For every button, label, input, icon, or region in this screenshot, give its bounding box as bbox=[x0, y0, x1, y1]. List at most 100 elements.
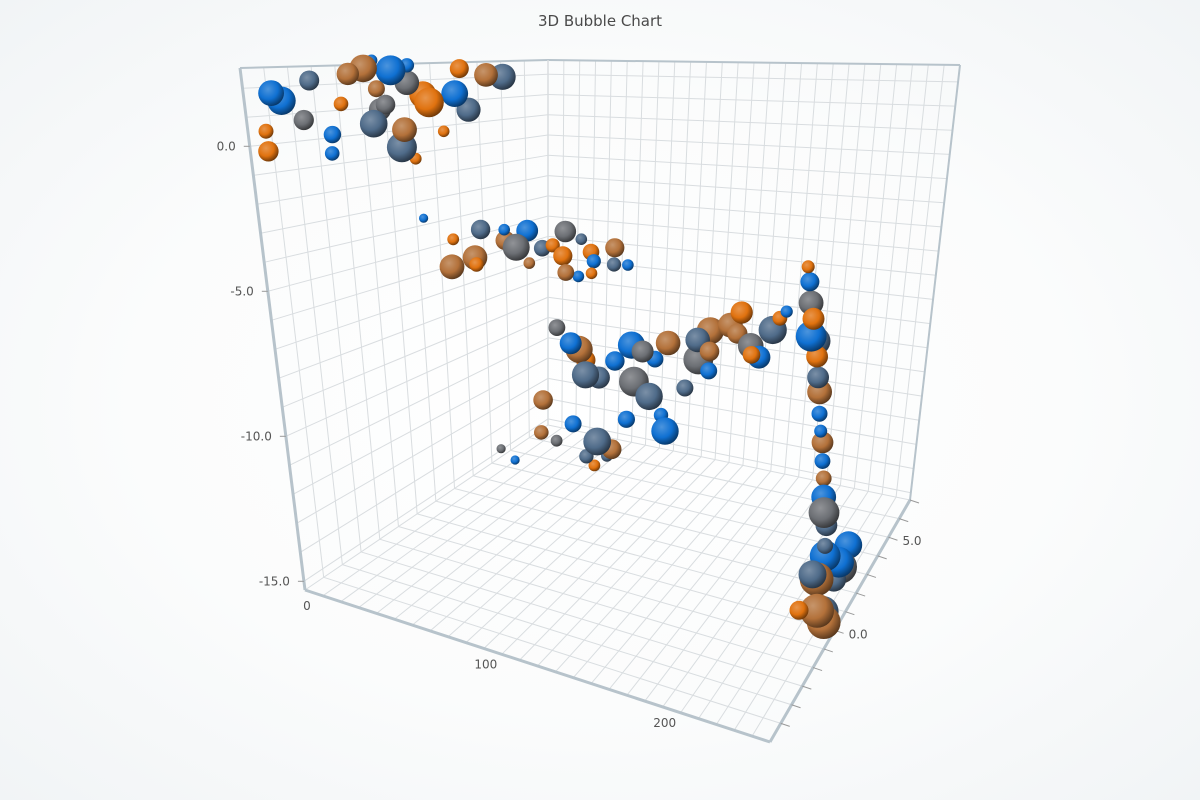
bubble[interactable] bbox=[324, 146, 340, 161]
bubble[interactable] bbox=[583, 427, 612, 456]
bubble[interactable] bbox=[419, 213, 429, 223]
bubble[interactable] bbox=[258, 80, 284, 106]
bubble[interactable] bbox=[510, 455, 520, 465]
bubble[interactable] bbox=[676, 379, 694, 397]
bubble[interactable] bbox=[699, 341, 720, 362]
floor-grid-line bbox=[379, 538, 814, 669]
floor-grid-line bbox=[537, 462, 730, 667]
bubble[interactable] bbox=[258, 123, 274, 139]
bubble[interactable] bbox=[293, 109, 314, 131]
bubble[interactable] bbox=[795, 320, 827, 352]
bubble[interactable] bbox=[557, 264, 575, 281]
bubble[interactable] bbox=[336, 62, 359, 86]
bubble[interactable] bbox=[550, 434, 563, 447]
bubble[interactable] bbox=[814, 424, 828, 438]
bubble[interactable] bbox=[655, 330, 681, 356]
bubble[interactable] bbox=[817, 537, 833, 554]
x-tick-label: 100 bbox=[474, 657, 497, 671]
bubble[interactable] bbox=[605, 351, 625, 371]
bubble[interactable] bbox=[545, 238, 560, 253]
bubble[interactable] bbox=[789, 600, 809, 620]
bubble[interactable] bbox=[441, 80, 469, 107]
y-tick-label: 0.0 bbox=[217, 139, 236, 153]
back-wall-grid-line bbox=[756, 62, 787, 469]
bubble[interactable] bbox=[323, 125, 342, 144]
bubble[interactable] bbox=[333, 96, 349, 112]
bubble[interactable] bbox=[470, 219, 491, 240]
bubble[interactable] bbox=[523, 257, 536, 269]
bubble[interactable] bbox=[437, 125, 450, 138]
bubble[interactable] bbox=[780, 305, 793, 318]
bubble[interactable] bbox=[651, 417, 679, 445]
back-wall-grid-line bbox=[547, 134, 950, 155]
z-tick-mark bbox=[855, 592, 866, 597]
bubble[interactable] bbox=[449, 59, 469, 79]
back-wall-grid-line bbox=[728, 62, 755, 463]
z-tick-mark bbox=[802, 685, 812, 690]
bubble[interactable] bbox=[807, 366, 829, 389]
bubble[interactable] bbox=[802, 307, 825, 330]
bubble[interactable] bbox=[808, 497, 840, 528]
back-wall-grid-line bbox=[547, 175, 945, 204]
bubble[interactable] bbox=[572, 270, 585, 283]
back-wall-grid-line bbox=[700, 62, 723, 457]
left-wall-grid-line bbox=[256, 154, 549, 205]
bubble[interactable] bbox=[606, 257, 622, 272]
bubble[interactable] bbox=[586, 254, 601, 269]
bubble[interactable] bbox=[631, 340, 654, 363]
bubble[interactable] bbox=[375, 55, 406, 86]
bubble[interactable] bbox=[811, 405, 828, 422]
bubble[interactable] bbox=[474, 63, 498, 87]
back-wall-grid-line bbox=[547, 215, 939, 252]
bubble[interactable] bbox=[534, 425, 549, 440]
bubble[interactable] bbox=[585, 267, 598, 280]
bubble[interactable] bbox=[367, 80, 385, 98]
bubble[interactable] bbox=[622, 259, 634, 271]
bubble[interactable] bbox=[533, 390, 553, 410]
z-tick-mark bbox=[888, 536, 898, 541]
bubble[interactable] bbox=[801, 260, 815, 274]
bubble[interactable] bbox=[554, 220, 577, 243]
bubble[interactable] bbox=[635, 382, 663, 411]
bubble[interactable] bbox=[392, 117, 417, 142]
floor-grid-line bbox=[340, 430, 577, 603]
bubble[interactable] bbox=[375, 94, 396, 115]
back-wall-grid-line bbox=[547, 317, 925, 373]
z-tick-mark bbox=[812, 667, 823, 672]
bubble[interactable] bbox=[258, 141, 279, 162]
bubble[interactable] bbox=[498, 223, 511, 236]
bubble[interactable] bbox=[564, 415, 582, 433]
bubble[interactable] bbox=[814, 453, 831, 469]
bubble[interactable] bbox=[447, 233, 460, 246]
bubble[interactable] bbox=[502, 233, 530, 261]
left-wall-grid-line bbox=[264, 195, 549, 263]
bubble[interactable] bbox=[811, 431, 834, 454]
back-wall-grid-line bbox=[547, 154, 947, 180]
bubble[interactable] bbox=[414, 87, 444, 118]
bubble[interactable] bbox=[605, 238, 625, 258]
bubble[interactable] bbox=[359, 109, 388, 138]
bubble[interactable] bbox=[559, 332, 582, 355]
bubble[interactable] bbox=[730, 301, 753, 324]
bubble[interactable] bbox=[815, 470, 832, 487]
left-wall-grid-line bbox=[271, 235, 549, 321]
bubble[interactable] bbox=[700, 362, 718, 380]
bubble[interactable] bbox=[299, 70, 320, 91]
bubble[interactable] bbox=[553, 246, 573, 266]
bubble[interactable] bbox=[439, 254, 465, 280]
bubble[interactable] bbox=[800, 272, 820, 292]
z-tick-mark bbox=[823, 648, 834, 653]
bubble[interactable] bbox=[800, 593, 834, 628]
bubble[interactable] bbox=[571, 361, 600, 389]
floor-grid-line bbox=[465, 450, 674, 643]
bubble[interactable] bbox=[496, 444, 506, 454]
bubble[interactable] bbox=[588, 459, 601, 472]
bubble[interactable] bbox=[742, 346, 761, 364]
bubble[interactable] bbox=[469, 257, 484, 272]
floor-grid-line bbox=[626, 476, 800, 696]
bubble[interactable] bbox=[617, 410, 636, 428]
bubble[interactable] bbox=[548, 319, 566, 336]
floor-grid-line bbox=[417, 513, 835, 631]
bubble[interactable] bbox=[575, 233, 588, 245]
bubble[interactable] bbox=[798, 560, 827, 589]
